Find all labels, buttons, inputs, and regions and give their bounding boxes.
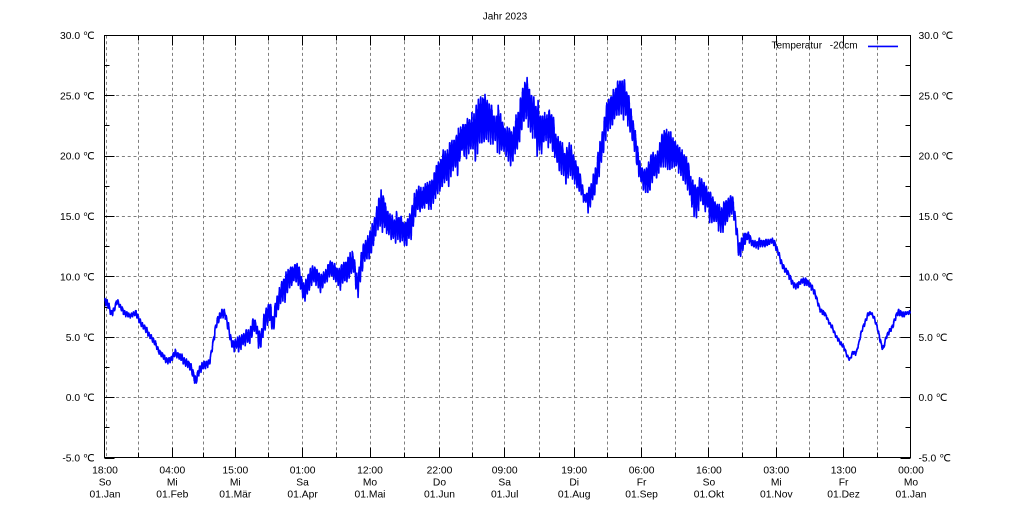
svg-text:01.Nov: 01.Nov [760, 489, 793, 500]
svg-text:30.0 ℃: 30.0 ℃ [919, 31, 953, 42]
svg-text:So: So [703, 477, 716, 488]
svg-text:15:00: 15:00 [222, 465, 248, 476]
svg-text:0.0 ℃: 0.0 ℃ [66, 393, 95, 404]
svg-text:00:00: 00:00 [898, 465, 924, 476]
svg-text:Fr: Fr [637, 477, 647, 488]
svg-text:01.Mär: 01.Mär [219, 489, 252, 500]
svg-text:So: So [99, 477, 112, 488]
svg-text:15.0 ℃: 15.0 ℃ [919, 212, 953, 223]
svg-text:25.0 ℃: 25.0 ℃ [919, 91, 953, 102]
svg-text:04:00: 04:00 [159, 465, 185, 476]
svg-text:30.0 ℃: 30.0 ℃ [60, 31, 94, 42]
svg-text:Mo: Mo [904, 477, 919, 488]
svg-text:01.Jun: 01.Jun [424, 489, 455, 500]
svg-text:09:00: 09:00 [492, 465, 518, 476]
svg-text:Temperatur -20cm: Temperatur -20cm [771, 41, 857, 52]
svg-text:06:00: 06:00 [629, 465, 655, 476]
svg-text:20.0 ℃: 20.0 ℃ [60, 152, 94, 163]
svg-text:01.Dez: 01.Dez [827, 489, 860, 500]
svg-text:03:00: 03:00 [763, 465, 789, 476]
svg-text:20.0 ℃: 20.0 ℃ [919, 152, 953, 163]
svg-text:01.Sep: 01.Sep [625, 489, 658, 500]
svg-text:15.0 ℃: 15.0 ℃ [60, 212, 94, 223]
svg-text:25.0 ℃: 25.0 ℃ [60, 91, 94, 102]
svg-text:22:00: 22:00 [427, 465, 453, 476]
svg-text:-5.0 ℃: -5.0 ℃ [62, 454, 94, 465]
svg-text:Mi: Mi [771, 477, 782, 488]
svg-text:Mi: Mi [167, 477, 178, 488]
svg-text:5.0 ℃: 5.0 ℃ [66, 333, 95, 344]
svg-text:10.0 ℃: 10.0 ℃ [919, 272, 953, 283]
svg-text:Sa: Sa [296, 477, 309, 488]
svg-text:12:00: 12:00 [357, 465, 383, 476]
svg-text:10.0 ℃: 10.0 ℃ [60, 272, 94, 283]
svg-text:5.0 ℃: 5.0 ℃ [919, 333, 948, 344]
svg-text:01.Jan: 01.Jan [90, 489, 121, 500]
svg-text:01.Feb: 01.Feb [156, 489, 188, 500]
svg-text:-5.0 ℃: -5.0 ℃ [919, 454, 951, 465]
svg-text:Sa: Sa [498, 477, 511, 488]
svg-text:13:00: 13:00 [831, 465, 857, 476]
svg-text:Jahr 2023: Jahr 2023 [483, 12, 528, 23]
svg-text:16:00: 16:00 [696, 465, 722, 476]
svg-text:Di: Di [569, 477, 579, 488]
svg-text:Mi: Mi [230, 477, 241, 488]
svg-text:0.0 ℃: 0.0 ℃ [919, 393, 948, 404]
svg-text:01.Aug: 01.Aug [558, 489, 591, 500]
svg-text:01.Jan: 01.Jan [896, 489, 927, 500]
svg-text:01.Apr: 01.Apr [287, 489, 318, 500]
svg-text:Do: Do [433, 477, 446, 488]
svg-text:01:00: 01:00 [290, 465, 316, 476]
svg-text:01.Jul: 01.Jul [491, 489, 518, 500]
svg-text:Fr: Fr [839, 477, 849, 488]
svg-text:18:00: 18:00 [92, 465, 118, 476]
svg-text:19:00: 19:00 [561, 465, 587, 476]
svg-text:01.Okt: 01.Okt [694, 489, 724, 500]
svg-text:01.Mai: 01.Mai [355, 489, 386, 500]
svg-text:Mo: Mo [363, 477, 378, 488]
